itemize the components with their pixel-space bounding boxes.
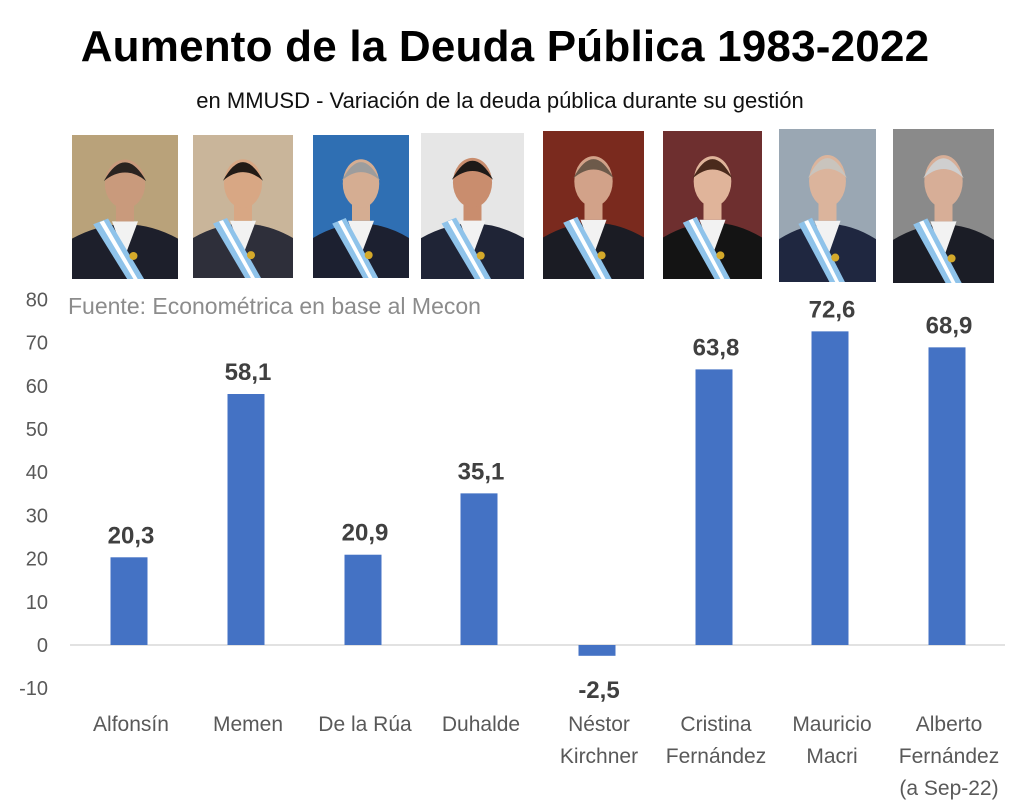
y-tick-label: 10 (26, 592, 48, 614)
category-label: Fernández (666, 745, 766, 768)
bar[interactable] (928, 347, 966, 645)
y-tick-label: 60 (26, 376, 48, 398)
category-label: Fernández (899, 745, 999, 768)
category-label: Alberto (916, 713, 983, 736)
y-tick-label: 80 (26, 289, 48, 311)
y-tick-label: 70 (26, 333, 48, 355)
data-label: 72,6 (809, 296, 856, 323)
bar[interactable] (344, 554, 382, 645)
bar[interactable] (578, 645, 616, 656)
y-tick-label: 50 (26, 419, 48, 441)
source-note: Fuente: Econométrica en base al Mecon (68, 293, 481, 319)
bar[interactable] (811, 331, 849, 645)
menem-portrait (193, 135, 293, 278)
y-tick-label: -10 (19, 678, 48, 700)
data-label: 20,9 (342, 520, 389, 547)
category-label: (a Sep-22) (899, 777, 998, 800)
bar[interactable] (460, 493, 498, 645)
chart-subtitle: en MMUSD - Variación de la deuda pública… (196, 88, 804, 113)
category-label: Kirchner (560, 745, 638, 768)
data-label: -2,5 (578, 677, 619, 704)
data-label: 35,1 (458, 458, 505, 485)
category-label: Mauricio (792, 713, 871, 736)
category-label: Néstor (568, 713, 630, 736)
category-label: Memen (213, 713, 283, 736)
alberto-portrait (893, 129, 994, 283)
category-label: Macri (806, 745, 857, 768)
category-label: Cristina (680, 713, 752, 736)
cristina-portrait (663, 131, 762, 279)
y-tick-label: 40 (26, 462, 48, 484)
alfonsin-portrait (72, 135, 178, 279)
bar[interactable] (227, 394, 265, 645)
y-tick-label: 0 (37, 635, 48, 657)
kirchner-portrait (543, 131, 644, 279)
data-label: 68,9 (926, 312, 973, 339)
macri-portrait (779, 129, 876, 282)
y-tick-label: 30 (26, 505, 48, 527)
category-label: Duhalde (442, 713, 520, 736)
category-label: De la Rúa (318, 713, 412, 736)
chart-title: Aumento de la Deuda Pública 1983-2022 (80, 22, 930, 71)
bar[interactable] (695, 369, 733, 645)
delarua-portrait (313, 135, 409, 278)
y-tick-label: 20 (26, 549, 48, 571)
duhalde-portrait (421, 133, 524, 279)
category-label: Alfonsín (93, 713, 169, 736)
bar[interactable] (110, 557, 148, 645)
data-label: 58,1 (225, 359, 272, 386)
data-label: 20,3 (108, 522, 155, 549)
data-label: 63,8 (693, 334, 740, 361)
